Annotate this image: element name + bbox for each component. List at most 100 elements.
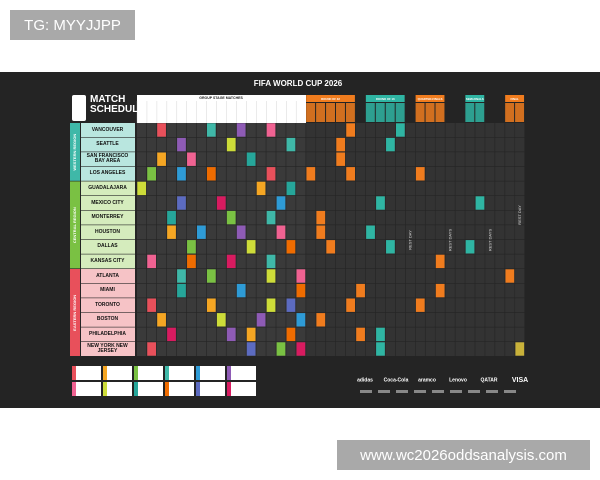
- city-name: TORONTO: [95, 301, 120, 308]
- grid-cell: [365, 181, 376, 196]
- grid-cell: [405, 225, 415, 240]
- rest-day-label: REST DAYS: [447, 229, 452, 252]
- grid-cell: [137, 342, 147, 356]
- match-cell: [276, 342, 286, 356]
- group-legend-strip: [134, 366, 138, 380]
- grid-cell: [485, 166, 495, 181]
- grid-cell: [226, 269, 236, 283]
- grid-cell: [495, 123, 505, 137]
- match-cell: [286, 298, 296, 312]
- grid-cell: [445, 166, 455, 181]
- grid-cell: [306, 312, 316, 327]
- group-legend-box: [196, 382, 225, 396]
- grid-cell: [495, 137, 505, 152]
- rest-day-label: REST DAY: [408, 230, 413, 250]
- grid-cell: [336, 210, 346, 225]
- grid-cell: [355, 225, 366, 240]
- grid-cell: [306, 269, 316, 283]
- grid-cell: [286, 283, 296, 298]
- knockout-header-label: ROUND OF 32: [321, 97, 340, 101]
- grid-cell: [156, 254, 167, 269]
- group-stage-header: GROUP STAGE MATCHES: [199, 96, 243, 100]
- grid-cell: [415, 327, 425, 342]
- knockout-day: [425, 103, 435, 122]
- match-cell: [187, 152, 196, 166]
- minor-sponsor: [378, 390, 390, 393]
- match-cell: [177, 196, 186, 210]
- grid-cell: [385, 283, 396, 298]
- match-cell: [246, 327, 256, 342]
- grid-cell: [435, 269, 445, 283]
- grid-cell: [465, 312, 475, 327]
- grid-cell: [505, 210, 515, 225]
- grid-cell: [276, 181, 286, 196]
- grid-cell: [206, 152, 216, 167]
- knockout-header-label: SEMI-FINALS: [466, 97, 484, 101]
- grid-cell: [306, 327, 316, 342]
- grid-cell: [375, 239, 386, 254]
- city-name: NEW YORK NEW JERSEY: [87, 343, 128, 354]
- grid-cell: [455, 196, 465, 210]
- poster-title: FIFA WORLD CUP 2026: [254, 79, 343, 88]
- grid-cell: [465, 298, 475, 313]
- knockout-match-cell: [415, 298, 425, 312]
- grid-cell: [395, 196, 406, 210]
- grid-cell: [395, 239, 406, 254]
- grid-cell: [296, 327, 306, 342]
- group-legend-box: [196, 366, 225, 380]
- match-cell: [296, 269, 306, 283]
- match-cell: [286, 240, 296, 254]
- grid-cell: [345, 152, 356, 167]
- grid-cell: [156, 269, 167, 283]
- grid-cell: [415, 181, 425, 196]
- grid-cell: [455, 342, 465, 356]
- grid-cell: [355, 166, 366, 181]
- grid-cell: [475, 123, 485, 137]
- grid-cell: [146, 210, 157, 225]
- grid-cell: [216, 152, 226, 167]
- grid-cell: [505, 225, 515, 240]
- grid-cell: [326, 210, 336, 225]
- grid-cell: [296, 210, 306, 225]
- grid-cell: [206, 254, 216, 269]
- grid-cell: [226, 298, 236, 313]
- knockout-header-label: ROUND OF 16: [376, 97, 395, 101]
- group-legend-box: [103, 382, 132, 396]
- grid-cell: [435, 181, 445, 196]
- grid-cell: [216, 210, 226, 225]
- grid-cell: [226, 342, 236, 356]
- grid-cell: [395, 269, 406, 283]
- grid-cell: [336, 181, 346, 196]
- grid-cell: [246, 254, 256, 269]
- grid-cell: [475, 239, 485, 254]
- grid-cell: [326, 137, 336, 152]
- grid-cell: [216, 181, 226, 196]
- grid-cell: [276, 152, 286, 167]
- grid-cell: [425, 152, 435, 167]
- grid-cell: [455, 181, 465, 196]
- match-cell: [177, 269, 186, 283]
- match-cell: [206, 269, 216, 283]
- grid-cell: [216, 327, 226, 342]
- city-bg: [81, 327, 135, 342]
- grid-cell: [435, 225, 445, 240]
- grid-cell: [336, 196, 346, 210]
- grid-cell: [206, 225, 216, 240]
- grid-cell: [475, 342, 485, 356]
- grid-cell: [515, 137, 525, 152]
- sponsor-logo: aramco: [418, 377, 436, 383]
- grid-cell: [216, 123, 226, 137]
- group-legend-strip: [165, 366, 169, 380]
- match-cell: [226, 137, 236, 152]
- grid-cell: [296, 196, 306, 210]
- grid-cell: [365, 123, 376, 137]
- match-cell: [206, 167, 216, 181]
- grid-cell: [355, 342, 366, 356]
- match-cell: [206, 123, 216, 137]
- grid-cell: [435, 327, 445, 342]
- knockout-match-cell: [376, 342, 385, 356]
- grid-cell: [515, 196, 525, 210]
- city-bg: [81, 283, 135, 298]
- match-cell: [187, 254, 196, 269]
- grid-cell: [445, 137, 455, 152]
